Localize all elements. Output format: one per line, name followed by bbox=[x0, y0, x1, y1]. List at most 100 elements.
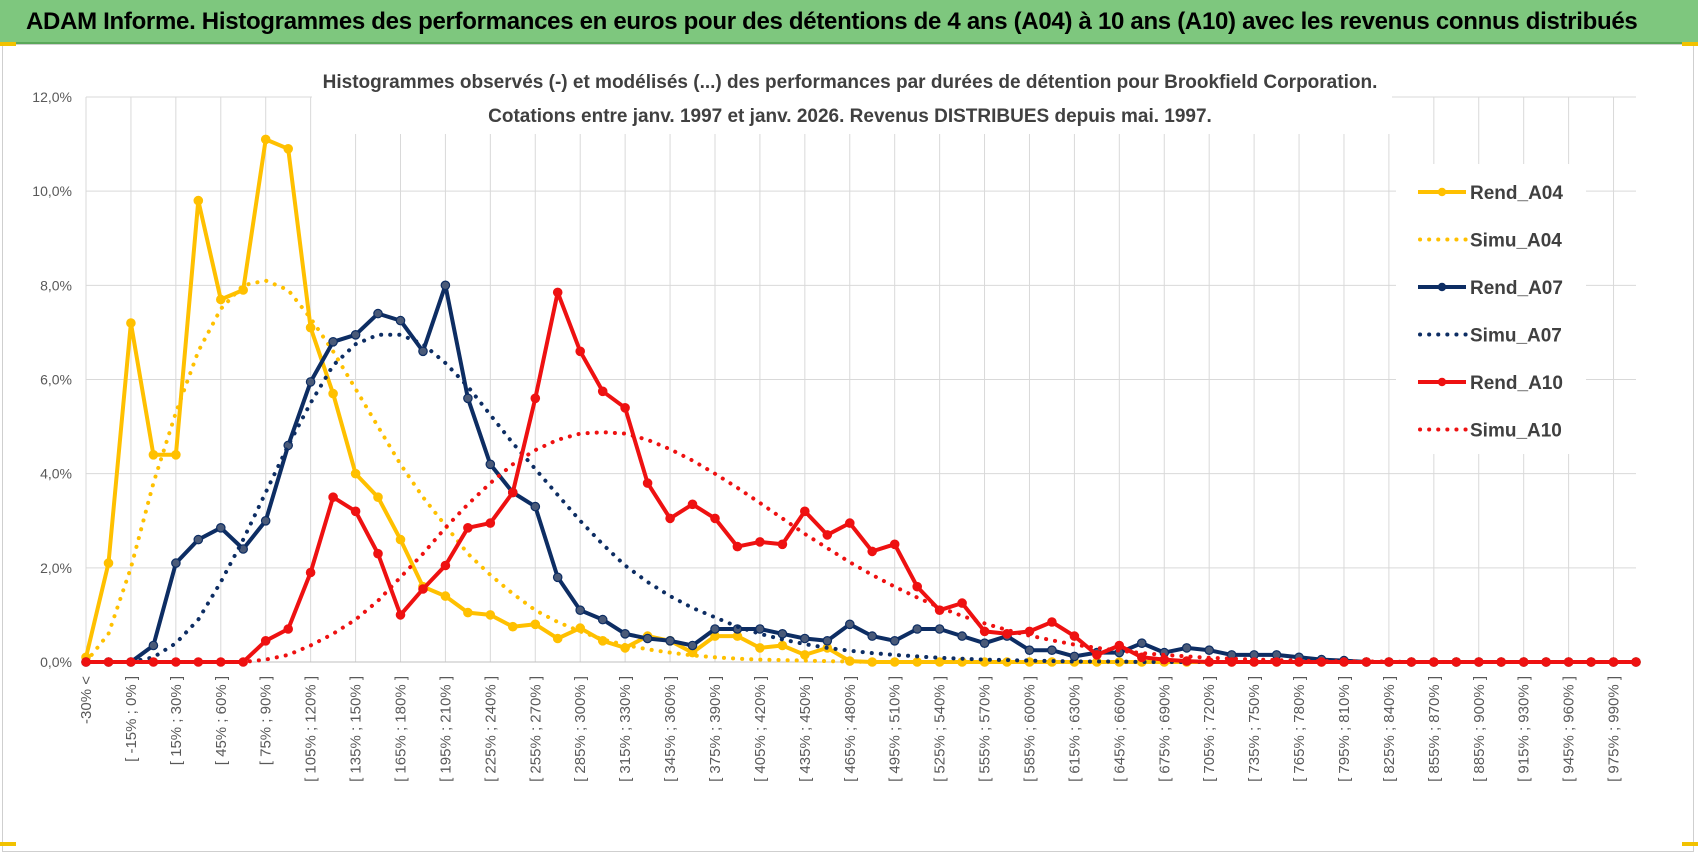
data-point-rend-a10 bbox=[373, 548, 383, 559]
y-tick-label: 10,0% bbox=[32, 183, 72, 199]
legend-label-rend-a07: Rend_A07 bbox=[1470, 278, 1563, 299]
data-point-rend-a04 bbox=[283, 144, 293, 154]
data-point-rend-a07 bbox=[552, 572, 563, 583]
data-point-rend-a04 bbox=[485, 610, 496, 620]
x-tick-label: [ 945% ; 960% ] bbox=[1561, 676, 1578, 782]
data-point-rend-a07 bbox=[418, 346, 428, 357]
data-point-rend-a10 bbox=[732, 541, 743, 552]
x-tick-label: -30% < bbox=[78, 676, 95, 724]
data-point-rend-a07 bbox=[440, 280, 451, 291]
data-point-rend-a10 bbox=[283, 624, 293, 634]
data-point-rend-a10 bbox=[620, 402, 630, 413]
data-point-rend-a07 bbox=[1047, 645, 1057, 655]
x-tick-label: [ 915% ; 930% ] bbox=[1516, 676, 1533, 782]
x-tick-label: [ 855% ; 870% ] bbox=[1426, 676, 1443, 782]
data-point-rend-a07 bbox=[1024, 645, 1035, 655]
corner-accent bbox=[1682, 842, 1698, 846]
x-tick-label: [ 525% ; 540% ] bbox=[932, 676, 949, 782]
data-point-rend-a10 bbox=[328, 492, 338, 502]
data-point-rend-a04 bbox=[463, 607, 473, 618]
data-point-rend-a07 bbox=[665, 635, 675, 646]
legend-label-rend-a10: Rend_A10 bbox=[1470, 373, 1563, 394]
y-tick-label: 4,0% bbox=[40, 466, 72, 482]
data-point-rend-a10 bbox=[1069, 631, 1080, 641]
data-point-rend-a10 bbox=[642, 478, 653, 488]
legend-backdrop bbox=[1396, 164, 1586, 454]
data-point-rend-a07 bbox=[979, 638, 990, 648]
x-tick-label: [ 435% ; 450% ] bbox=[797, 676, 814, 782]
data-point-rend-a07 bbox=[395, 315, 406, 326]
data-point-rend-a07 bbox=[328, 336, 338, 347]
data-point-rend-a10 bbox=[755, 537, 765, 547]
data-point-rend-a04 bbox=[777, 640, 788, 651]
data-point-rend-a07 bbox=[642, 633, 653, 644]
data-point-rend-a04 bbox=[126, 318, 136, 328]
data-point-rend-a10 bbox=[1226, 657, 1237, 667]
x-tick-label: [ 555% ; 570% ] bbox=[977, 676, 994, 782]
data-point-rend-a07 bbox=[575, 605, 585, 615]
data-point-rend-a07 bbox=[1204, 645, 1214, 655]
x-tick-label: [ 135% ; 150% ] bbox=[348, 676, 365, 782]
data-point-rend-a04 bbox=[103, 558, 114, 568]
legend-marker-rend-a04 bbox=[1437, 187, 1447, 197]
data-point-rend-a10 bbox=[418, 584, 428, 594]
data-point-rend-a04 bbox=[373, 492, 383, 502]
series-line-simu-a07 bbox=[84, 332, 1638, 664]
data-point-rend-a04 bbox=[530, 619, 541, 630]
data-point-rend-a04 bbox=[305, 322, 316, 333]
data-point-rend-a10 bbox=[912, 581, 922, 592]
y-tick-label: 8,0% bbox=[40, 277, 72, 293]
title-backdrop bbox=[312, 66, 1392, 134]
data-point-rend-a07 bbox=[530, 501, 541, 512]
data-point-rend-a10 bbox=[1137, 652, 1147, 663]
data-point-rend-a07 bbox=[1069, 651, 1080, 662]
x-tick-label: [ -15% ; 0% ] bbox=[123, 676, 140, 762]
data-point-rend-a04 bbox=[216, 294, 226, 305]
x-tick-label: [ 735% ; 750% ] bbox=[1246, 676, 1263, 782]
data-point-rend-a07 bbox=[1137, 638, 1147, 648]
data-point-rend-a07 bbox=[687, 640, 698, 651]
data-point-rend-a07 bbox=[171, 558, 181, 568]
x-tick-label: [ 45% ; 60% ] bbox=[213, 676, 230, 765]
data-point-rend-a07 bbox=[463, 393, 473, 404]
data-point-rend-a07 bbox=[957, 631, 967, 641]
data-point-rend-a07 bbox=[216, 522, 226, 533]
data-point-rend-a04 bbox=[755, 643, 765, 653]
legend-label-simu-a07: Simu_A07 bbox=[1470, 326, 1562, 347]
x-tick-label: [ 615% ; 630% ] bbox=[1066, 676, 1083, 782]
chart-frame bbox=[2, 44, 1694, 852]
data-point-rend-a07 bbox=[350, 329, 361, 340]
data-point-rend-a04 bbox=[350, 468, 361, 479]
header-banner: ADAM Informe. Histogrammes des performan… bbox=[0, 0, 1698, 44]
data-point-rend-a10 bbox=[552, 287, 563, 298]
data-point-rend-a10 bbox=[305, 567, 316, 578]
data-point-rend-a10 bbox=[665, 513, 675, 524]
x-tick-label: [ 885% ; 900% ] bbox=[1471, 676, 1488, 782]
data-point-rend-a10 bbox=[485, 518, 496, 528]
x-tick-label: [ 165% ; 180% ] bbox=[392, 676, 409, 782]
y-tick-label: 2,0% bbox=[40, 560, 72, 576]
data-point-rend-a10 bbox=[1114, 640, 1125, 651]
data-point-rend-a07 bbox=[620, 628, 630, 639]
legend-label-rend-a04: Rend_A04 bbox=[1470, 183, 1563, 204]
legend-label-simu-a04: Simu_A04 bbox=[1470, 231, 1562, 252]
data-point-rend-a07 bbox=[1181, 643, 1192, 653]
data-point-rend-a04 bbox=[507, 621, 518, 632]
y-tick-label: 6,0% bbox=[40, 372, 72, 388]
data-point-rend-a07 bbox=[822, 635, 833, 646]
data-point-rend-a10 bbox=[260, 635, 271, 646]
data-point-rend-a10 bbox=[463, 522, 473, 533]
x-tick-label: [ 315% ; 330% ] bbox=[617, 676, 634, 782]
chart-subtitle: Cotations entre janv. 1997 et janv. 2026… bbox=[488, 106, 1212, 127]
data-point-rend-a07 bbox=[148, 640, 159, 651]
data-point-rend-a10 bbox=[1181, 656, 1192, 666]
data-point-rend-a10 bbox=[710, 513, 720, 524]
x-tick-label: [ 405% ; 420% ] bbox=[752, 676, 769, 782]
data-point-rend-a10 bbox=[822, 530, 833, 540]
x-tick-label: [ 645% ; 660% ] bbox=[1111, 676, 1128, 782]
data-point-rend-a07 bbox=[260, 515, 271, 526]
x-tick-label: [ 285% ; 300% ] bbox=[572, 676, 589, 782]
data-point-rend-a04 bbox=[193, 195, 204, 206]
x-tick-label: [ 495% ; 510% ] bbox=[887, 676, 904, 782]
x-tick-label: [ 675% ; 690% ] bbox=[1156, 676, 1173, 782]
